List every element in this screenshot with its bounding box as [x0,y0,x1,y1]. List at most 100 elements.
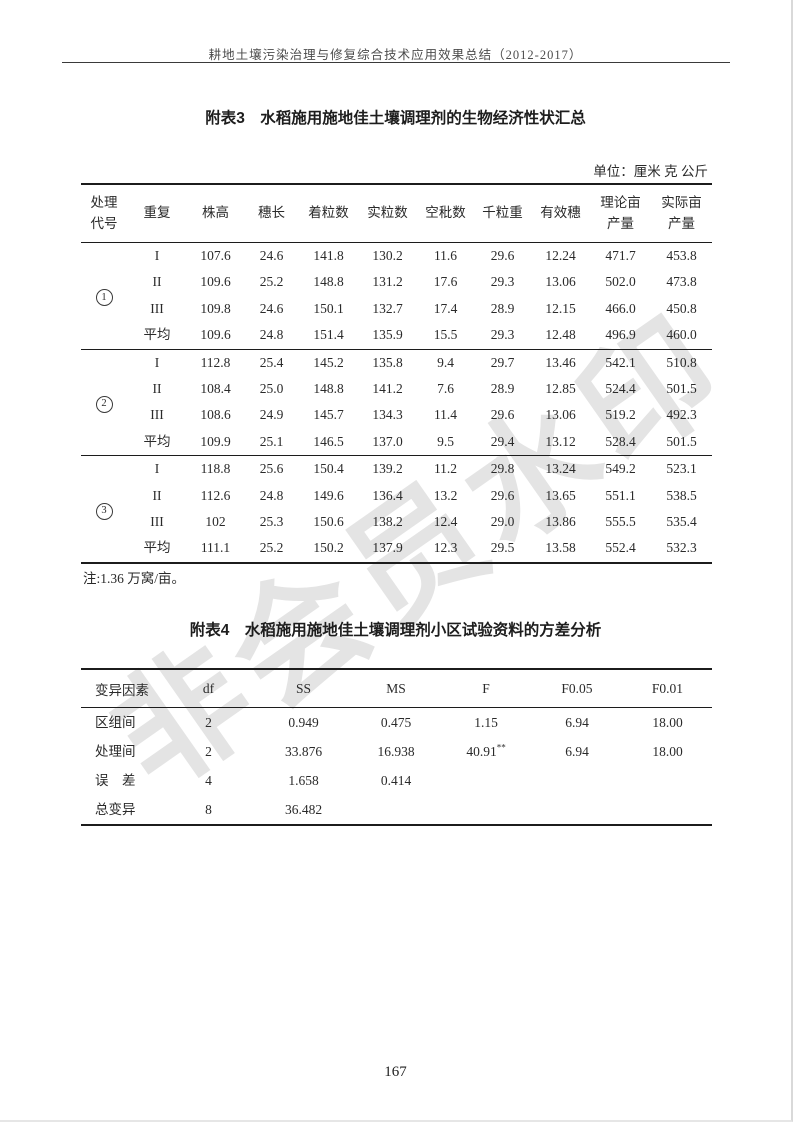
value-cell: 151.4 [299,322,358,350]
header-line: 重复 [143,205,171,221]
header-line: 理论亩 [600,194,641,210]
anova-value-cell: 36.482 [284,802,323,817]
header-line: 株高 [202,205,229,221]
value-cell: 13.58 [545,540,576,556]
table3-header-row: 处理 代号 重复 株高 穗长 着粒数 实粒数 空秕数 千粒重 有效穗 理论亩 产量 实际亩 产量 [81,184,712,243]
treatment-code-cell: 3 [81,456,127,563]
circled-number: 3 [95,502,113,520]
table3-row: 3 I 118.8 25.6 150.4 139.2 11.2 29.8 13.24 549.2 5… [81,456,712,520]
value-cell: 12.24 [545,248,576,263]
value-cell: 12.48 [531,322,590,350]
table3-column-header: 着粒数 [299,184,358,243]
value-cell: 29.6 [490,407,515,423]
header-rule [62,62,730,63]
value-cell: 108.6 [200,407,231,423]
table3-row: 平均 109.9 25.1 146.5 137.0 9.5 29.4 13.12 528.4 50… [81,428,712,457]
value-cell: 551.1 [605,487,636,503]
replication-cell: III [150,300,164,316]
anova-value-cell [441,766,531,795]
value-cell: 9.5 [417,428,474,457]
replication-cell: III [150,514,164,530]
table4-row: 处理间 2 33.876 16.938 40.91** 6.94 18.00 [81,737,712,766]
value-cell: 25.4 [259,354,284,370]
value-cell: 12.4 [433,514,458,530]
value-cell: 149.6 [313,487,344,503]
table4-column-header: F0.01 [623,669,712,708]
circled-number: 2 [95,395,113,413]
value-cell: 109.6 [187,322,244,350]
anova-value-cell: 33.876 [284,744,323,759]
value-cell: 108.4 [200,381,231,397]
value-cell: 453.8 [666,248,697,263]
value-cell: 25.2 [259,274,284,290]
replication-cell: 平均 [127,322,187,350]
header-line: 产量 [607,215,634,231]
table3-column-header: 理论亩 产量 [590,184,651,243]
table4-row: 区组间 2 0.949 0.475 1.15 6.94 18.00 [81,708,712,738]
value-cell: 145.7 [313,407,344,423]
table3-biological-traits: 处理 代号 重复 株高 穗长 着粒数 实粒数 空秕数 千粒重 有效穗 理论亩 产量 实际亩 产量 1 I 10… [81,183,712,564]
value-cell: 150.4 [313,461,344,477]
value-cell: 137.9 [372,540,403,556]
table4-row: 误 差 4 1.658 0.414 [81,766,712,795]
value-cell: 524.4 [605,381,636,397]
value-cell: 135.8 [372,354,403,370]
table4-column-header: SS [256,669,351,708]
table3-row: II 108.4 25.0 148.8 141.2 7.6 28.9 12.85 524.4 50… [81,376,712,402]
circled-number: 1 [95,289,113,307]
value-cell: 11.6 [433,248,458,263]
value-cell: 139.2 [372,461,403,477]
table3-body: 1 I 107.6 24.6 141.8 130.2 11.6 29.6 12.24 471.7 4… [81,242,712,563]
value-cell: 24.8 [244,322,299,350]
value-cell: 492.3 [666,407,697,423]
header-line: 着粒数 [308,205,349,221]
value-cell: 9.4 [437,354,454,370]
replication-cell: II [152,381,162,397]
header-line: 产量 [668,215,695,231]
variation-source-cell: 总变异 [95,802,136,817]
value-cell: 150.2 [313,540,344,556]
value-cell: 535.4 [666,514,697,530]
value-cell: 134.3 [372,407,403,423]
anova-value-cell [623,766,712,795]
anova-value-cell [623,795,712,825]
table3-row: III 108.6 24.9 145.7 134.3 11.4 29.6 13.06 519.2… [81,402,712,428]
value-cell: 13.12 [531,428,590,457]
value-cell: 150.1 [313,300,344,316]
value-cell: 13.06 [545,274,576,290]
table4-body: 区组间 2 0.949 0.475 1.15 6.94 18.00 处理间 2 33.876 16.… [81,708,712,826]
anova-value-cell: 0.475 [380,715,412,730]
running-header-title: 耕地土壤污染治理与修复综合技术应用效果总结（2012-2017） [208,48,583,62]
value-cell: 7.6 [437,381,454,397]
anova-value-cell: 0.414 [380,773,412,788]
table3-row: 平均 111.1 25.2 150.2 137.9 12.3 29.5 13.58 552.4 5… [81,535,712,562]
replication-cell: II [152,274,162,290]
value-cell: 29.8 [490,461,515,477]
value-cell: 15.5 [417,322,474,350]
table4-anova: 变异因素 df SS MS F F0.05 F0.01 区组间 2 0.949 0.475 1.15… [81,668,712,826]
table3-title: 附表3 水稻施用施地佳土壤调理剂的生物经济性状汇总 [205,110,586,127]
value-cell: 29.0 [490,514,515,530]
header-line: 穗长 [258,205,285,221]
anova-value-cell: 40.91** [466,742,506,759]
anova-value-cell [441,795,531,825]
table3-row: 2 I 112.8 25.4 145.2 135.8 9.4 29.7 13.46 542.1 51… [81,349,712,457]
table4-column-header: 变异因素 [81,669,161,708]
page-number: 167 [384,1064,407,1080]
value-cell: 148.8 [313,381,344,397]
value-cell: 111.1 [200,540,231,556]
value-cell: 29.3 [490,274,515,290]
table3-row: III 102 25.3 150.6 138.2 12.4 29.0 13.86 555.5 53… [81,509,712,535]
anova-value-cell: 2 [205,744,212,759]
header-line: 代号 [90,215,118,231]
table4-title: 附表4 水稻施用施地佳土壤调理剂小区试验资料的方差分析 [189,622,602,639]
table4-header-row: 变异因素 df SS MS F F0.05 F0.01 [81,669,712,708]
anova-value-cell: 1.15 [474,715,498,730]
value-cell: 28.9 [490,300,515,316]
treatment-code-cell: 2 [81,349,127,457]
value-cell: 13.46 [545,354,576,370]
header-line: 有效穗 [540,205,581,221]
value-cell: 137.0 [358,428,417,457]
anova-value-cell: 1.658 [288,773,319,788]
value-cell: 132.7 [372,300,403,316]
